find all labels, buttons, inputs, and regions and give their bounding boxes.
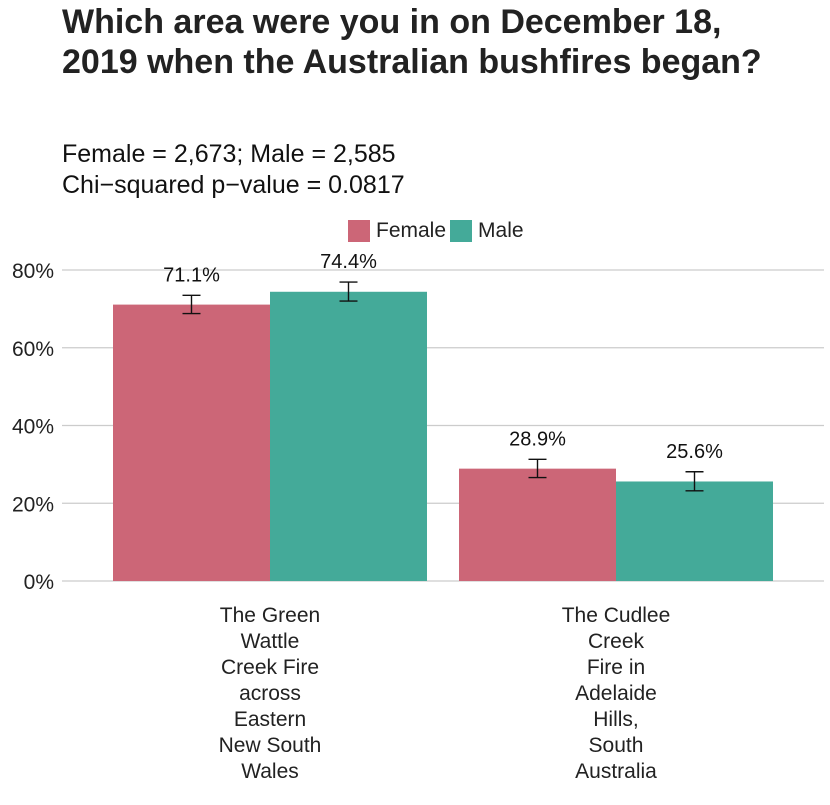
bar-female-2 (459, 468, 616, 581)
error-bar (339, 281, 358, 302)
y-tick-label: 80% (12, 260, 54, 283)
y-tick-label: 20% (12, 493, 54, 516)
bar-female-1 (113, 304, 270, 581)
x-category-label-cudlee-creek: The Cudlee Creek Fire in Adelaide Hills,… (561, 604, 671, 783)
chart-legend: Female Male (348, 219, 528, 243)
chart-title: Which area were you in on December 18, 2… (62, 3, 762, 81)
legend-swatch-male (450, 220, 473, 242)
x-category-label-green-wattle: The Green Wattle Creek Fire across Easte… (218, 604, 322, 783)
y-tick-label: 0% (24, 571, 54, 594)
data-label: 74.4% (320, 251, 377, 273)
chart-subtitle-p-value: Chi−squared p−value = 0.0817 (62, 171, 405, 199)
data-label: 71.1% (163, 264, 220, 286)
legend-label-male: Male (478, 219, 524, 242)
legend-item-male: Male (450, 219, 524, 243)
error-bar (685, 471, 704, 492)
data-label: 28.9% (509, 428, 566, 450)
y-tick-label: 40% (12, 416, 54, 439)
legend-label-female: Female (376, 219, 447, 242)
bar-male-2 (616, 481, 773, 581)
legend-item-female: Female (348, 219, 446, 243)
chart-subtitle-sample-sizes: Female = 2,673; Male = 2,585 (62, 140, 396, 168)
legend-swatch-female (348, 220, 370, 242)
error-bar (182, 294, 201, 315)
error-bar (528, 458, 547, 479)
data-label: 25.6% (666, 441, 723, 463)
y-tick-label: 60% (12, 338, 54, 361)
bar-male-1 (270, 291, 427, 581)
